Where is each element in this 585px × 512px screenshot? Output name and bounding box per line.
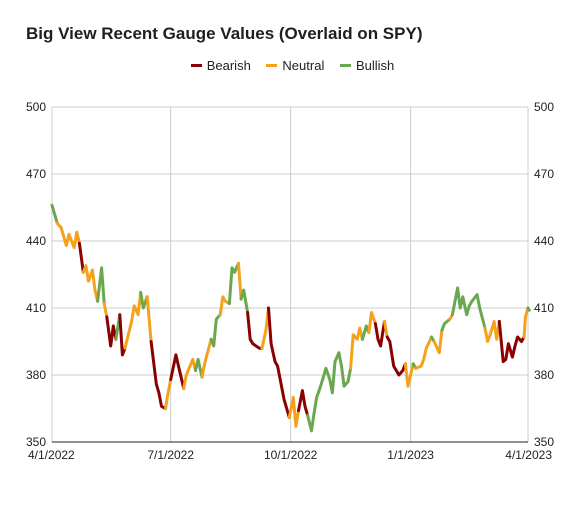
series-segment-bullish: [194, 357, 204, 379]
series-segment-neutral: [164, 378, 173, 410]
x-tick-label: 10/1/2022: [264, 448, 318, 462]
y-tick-label-left: 410: [26, 301, 46, 315]
series-segment-bearish: [118, 313, 127, 357]
series-segment-neutral: [102, 302, 109, 319]
series-segment-neutral: [200, 337, 213, 379]
axis-layer: 350 350 380 380 410 410 440 440 470 470 500 500 4/1/…: [26, 100, 554, 462]
y-tick-label-left: 500: [26, 100, 46, 114]
series-segment-bearish: [267, 306, 291, 419]
series-segment-bullish: [526, 306, 531, 312]
series-segment-bullish: [227, 261, 240, 305]
series-segment-bullish: [450, 286, 487, 330]
chart-legend: Bearish Neutral Bullish: [0, 58, 585, 73]
series-segment-bearish: [297, 389, 310, 417]
series-segment-bullish: [50, 203, 59, 225]
y-tick-label-left: 350: [26, 435, 46, 449]
y-tick-label-right: 350: [534, 435, 554, 449]
series-segment-neutral: [483, 319, 501, 343]
series-segment-bearish: [385, 335, 407, 377]
legend-label-bearish: Bearish: [206, 58, 251, 73]
series-segment-bearish: [77, 241, 85, 274]
series-layer: [50, 203, 531, 433]
legend-item-bullish: Bullish: [339, 58, 395, 73]
grid-layer: [51, 106, 529, 443]
x-tick-label: 4/1/2022: [28, 448, 75, 462]
legend-label-neutral: Neutral: [282, 58, 325, 73]
series-segment-bearish: [169, 353, 186, 390]
series-segment-neutral: [237, 261, 243, 301]
series-segment-neutral: [383, 319, 389, 339]
series-segment-neutral: [123, 290, 143, 350]
y-tick-label-right: 470: [534, 167, 554, 181]
series-segment-neutral: [55, 221, 81, 250]
series-segment-bearish: [246, 311, 264, 350]
series-segment-bearish: [105, 315, 118, 348]
series-segment-bullish: [96, 266, 106, 305]
series-segment-neutral: [182, 357, 197, 390]
y-tick-label-right: 500: [534, 100, 554, 114]
series-segment-neutral: [403, 362, 415, 388]
y-tick-label-left: 470: [26, 167, 46, 181]
chart-title: Big View Recent Gauge Values (Overlaid o…: [26, 24, 423, 43]
series-segment-neutral: [145, 295, 153, 343]
series-segment-bullish: [239, 288, 250, 314]
legend-swatch-bullish: [339, 64, 351, 68]
y-tick-label-left: 440: [26, 234, 46, 248]
series-segment-neutral: [81, 264, 100, 303]
series-segment-bullish: [139, 290, 149, 310]
series-segment-bullish: [440, 317, 452, 332]
series-segment-bearish: [149, 340, 167, 410]
y-tick-label-left: 380: [26, 368, 46, 382]
series-segment-neutral: [349, 326, 364, 370]
y-tick-label-right: 440: [534, 234, 554, 248]
series-segment-bullish: [306, 351, 353, 433]
x-tick-label: 4/1/2023: [505, 448, 552, 462]
series-segment-bullish: [209, 313, 222, 348]
legend-label-bullish: Bullish: [355, 58, 395, 73]
series-segment-neutral: [522, 306, 530, 339]
legend-swatch-neutral: [266, 64, 278, 68]
y-tick-label-right: 380: [534, 368, 554, 382]
series-segment-neutral: [367, 311, 377, 335]
x-tick-label: 1/1/2023: [387, 448, 434, 462]
legend-swatch-bearish: [190, 64, 202, 68]
series-segment-bearish: [497, 319, 526, 364]
series-segment-neutral: [287, 395, 300, 428]
legend-item-neutral: Neutral: [266, 58, 324, 73]
x-tick-label: 7/1/2022: [147, 448, 194, 462]
series-segment-neutral: [432, 328, 444, 355]
series-segment-bearish: [373, 319, 386, 348]
series-segment-neutral: [414, 335, 433, 370]
legend-item-bearish: Bearish: [190, 58, 251, 73]
y-tick-label-right: 410: [534, 301, 554, 315]
series-segment-neutral: [218, 295, 231, 317]
